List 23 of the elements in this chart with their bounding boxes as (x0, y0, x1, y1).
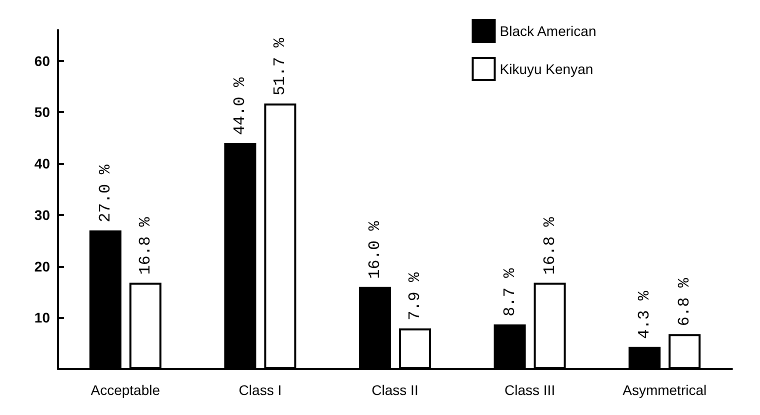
y-tick-label: 40 (34, 156, 50, 172)
y-tick-label: 60 (34, 52, 50, 69)
y-tick-label: 50 (34, 104, 50, 120)
legend-label: Black American (500, 23, 596, 39)
legend-label: Kikuyu Kenyan (500, 61, 594, 77)
x-tick-label: Class I (238, 382, 282, 398)
x-tick-label: Class III (504, 382, 556, 398)
data-label: 16.8 % (136, 216, 154, 275)
data-label: 27.0 % (96, 164, 114, 222)
data-label: 4.3 % (636, 290, 654, 339)
y-tick-label: 10 (34, 310, 50, 326)
y-tick-label: 30 (34, 206, 50, 223)
data-label: 7.9 % (406, 272, 424, 320)
y-tick-label: 20 (34, 258, 50, 274)
data-label: 51.7 % (271, 37, 290, 96)
x-tick-label: Asymmetrical (622, 382, 707, 398)
x-tick-label: Class II (372, 382, 418, 398)
data-label: 16.0 % (366, 220, 384, 279)
x-tick-label: Acceptable (90, 382, 160, 398)
data-label: 8.7 % (500, 268, 519, 316)
data-label: 6.8 % (676, 278, 694, 326)
data-label: 16.8 % (540, 216, 559, 275)
data-label: 44.0 % (231, 76, 250, 135)
